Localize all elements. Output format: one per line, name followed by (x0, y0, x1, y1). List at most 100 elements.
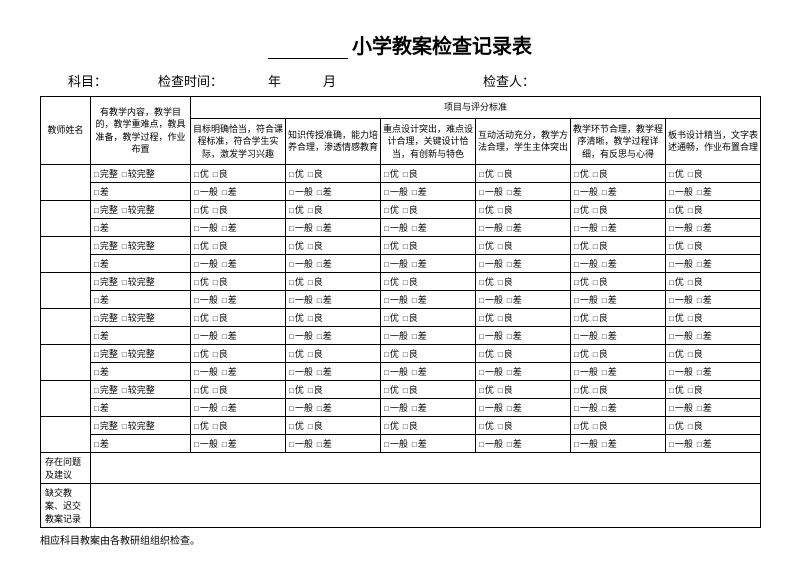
crit-cell-r2[interactable]: □一般□差 (666, 291, 761, 309)
crit-cell-r2[interactable]: □一般□差 (666, 435, 761, 453)
crit-cell-r1[interactable]: □优□良 (191, 201, 286, 219)
crit-cell-r1[interactable]: □优□良 (571, 165, 666, 183)
crit-cell-r1[interactable]: □优□良 (571, 381, 666, 399)
crit-cell-r1[interactable]: □优□良 (666, 237, 761, 255)
crit-cell-r2[interactable]: □一般□差 (191, 327, 286, 345)
crit-cell-r2[interactable]: □一般□差 (381, 435, 476, 453)
crit-cell-r1[interactable]: □优□良 (191, 417, 286, 435)
plan-cell-r2[interactable]: □差 (91, 363, 191, 381)
crit-cell-r2[interactable]: □一般□差 (571, 255, 666, 273)
bottom-content-1[interactable] (91, 484, 761, 528)
crit-cell-r2[interactable]: □一般□差 (191, 435, 286, 453)
teacher-name-cell[interactable] (41, 345, 91, 381)
crit-cell-r1[interactable]: □优□良 (476, 345, 571, 363)
plan-cell-r1[interactable]: □完整□较完整 (91, 165, 191, 183)
crit-cell-r2[interactable]: □一般□差 (286, 363, 381, 381)
crit-cell-r2[interactable]: □一般□差 (571, 183, 666, 201)
crit-cell-r1[interactable]: □优□良 (286, 381, 381, 399)
crit-cell-r1[interactable]: □优□良 (571, 201, 666, 219)
plan-cell-r1[interactable]: □完整□较完整 (91, 309, 191, 327)
crit-cell-r1[interactable]: □优□良 (476, 201, 571, 219)
crit-cell-r2[interactable]: □一般□差 (381, 291, 476, 309)
crit-cell-r2[interactable]: □一般□差 (381, 327, 476, 345)
plan-cell-r2[interactable]: □差 (91, 399, 191, 417)
crit-cell-r2[interactable]: □一般□差 (381, 183, 476, 201)
crit-cell-r1[interactable]: □优□良 (191, 237, 286, 255)
plan-cell-r1[interactable]: □完整□较完整 (91, 201, 191, 219)
crit-cell-r1[interactable]: □优□良 (476, 165, 571, 183)
crit-cell-r1[interactable]: □优□良 (191, 165, 286, 183)
crit-cell-r1[interactable]: □优□良 (381, 381, 476, 399)
crit-cell-r1[interactable]: □优□良 (191, 345, 286, 363)
plan-cell-r1[interactable]: □完整□较完整 (91, 237, 191, 255)
crit-cell-r1[interactable]: □优□良 (476, 381, 571, 399)
crit-cell-r2[interactable]: □一般□差 (476, 255, 571, 273)
crit-cell-r1[interactable]: □优□良 (381, 273, 476, 291)
crit-cell-r1[interactable]: □优□良 (571, 309, 666, 327)
crit-cell-r1[interactable]: □优□良 (286, 417, 381, 435)
crit-cell-r1[interactable]: □优□良 (571, 417, 666, 435)
crit-cell-r2[interactable]: □一般□差 (191, 255, 286, 273)
crit-cell-r1[interactable]: □优□良 (381, 201, 476, 219)
crit-cell-r2[interactable]: □一般□差 (571, 363, 666, 381)
crit-cell-r2[interactable]: □一般□差 (476, 219, 571, 237)
teacher-name-cell[interactable] (41, 273, 91, 309)
crit-cell-r1[interactable]: □优□良 (666, 381, 761, 399)
crit-cell-r2[interactable]: □一般□差 (381, 399, 476, 417)
crit-cell-r1[interactable]: □优□良 (191, 309, 286, 327)
crit-cell-r1[interactable]: □优□良 (571, 273, 666, 291)
crit-cell-r2[interactable]: □一般□差 (191, 291, 286, 309)
crit-cell-r1[interactable]: □优□良 (666, 417, 761, 435)
crit-cell-r2[interactable]: □一般□差 (191, 219, 286, 237)
crit-cell-r1[interactable]: □优□良 (381, 309, 476, 327)
plan-cell-r2[interactable]: □差 (91, 435, 191, 453)
crit-cell-r1[interactable]: □优□良 (476, 417, 571, 435)
crit-cell-r2[interactable]: □一般□差 (286, 183, 381, 201)
plan-cell-r1[interactable]: □完整□较完整 (91, 345, 191, 363)
teacher-name-cell[interactable] (41, 309, 91, 345)
crit-cell-r1[interactable]: □优□良 (191, 273, 286, 291)
plan-cell-r1[interactable]: □完整□较完整 (91, 417, 191, 435)
crit-cell-r1[interactable]: □优□良 (286, 273, 381, 291)
crit-cell-r1[interactable]: □优□良 (666, 345, 761, 363)
crit-cell-r2[interactable]: □一般□差 (476, 399, 571, 417)
crit-cell-r2[interactable]: □一般□差 (286, 435, 381, 453)
crit-cell-r1[interactable]: □优□良 (476, 309, 571, 327)
crit-cell-r2[interactable]: □一般□差 (286, 291, 381, 309)
plan-cell-r2[interactable]: □差 (91, 183, 191, 201)
crit-cell-r2[interactable]: □一般□差 (286, 255, 381, 273)
crit-cell-r2[interactable]: □一般□差 (381, 363, 476, 381)
crit-cell-r2[interactable]: □一般□差 (571, 435, 666, 453)
crit-cell-r2[interactable]: □一般□差 (476, 183, 571, 201)
crit-cell-r1[interactable]: □优□良 (666, 165, 761, 183)
plan-cell-r2[interactable]: □差 (91, 255, 191, 273)
crit-cell-r2[interactable]: □一般□差 (666, 219, 761, 237)
crit-cell-r2[interactable]: □一般□差 (191, 363, 286, 381)
crit-cell-r1[interactable]: □优□良 (571, 345, 666, 363)
crit-cell-r1[interactable]: □优□良 (381, 237, 476, 255)
crit-cell-r1[interactable]: □优□良 (286, 201, 381, 219)
crit-cell-r2[interactable]: □一般□差 (476, 291, 571, 309)
teacher-name-cell[interactable] (41, 381, 91, 417)
teacher-name-cell[interactable] (41, 417, 91, 453)
plan-cell-r2[interactable]: □差 (91, 327, 191, 345)
crit-cell-r1[interactable]: □优□良 (476, 273, 571, 291)
crit-cell-r1[interactable]: □优□良 (286, 309, 381, 327)
crit-cell-r2[interactable]: □一般□差 (666, 363, 761, 381)
crit-cell-r1[interactable]: □优□良 (191, 381, 286, 399)
teacher-name-cell[interactable] (41, 237, 91, 273)
crit-cell-r1[interactable]: □优□良 (381, 165, 476, 183)
crit-cell-r1[interactable]: □优□良 (286, 345, 381, 363)
crit-cell-r2[interactable]: □一般□差 (476, 435, 571, 453)
crit-cell-r1[interactable]: □优□良 (286, 165, 381, 183)
crit-cell-r1[interactable]: □优□良 (666, 273, 761, 291)
crit-cell-r2[interactable]: □一般□差 (571, 327, 666, 345)
crit-cell-r1[interactable]: □优□良 (571, 237, 666, 255)
crit-cell-r2[interactable]: □一般□差 (666, 399, 761, 417)
plan-cell-r1[interactable]: □完整□较完整 (91, 381, 191, 399)
bottom-content-0[interactable] (91, 453, 761, 484)
crit-cell-r2[interactable]: □一般□差 (286, 327, 381, 345)
teacher-name-cell[interactable] (41, 201, 91, 237)
crit-cell-r1[interactable]: □优□良 (666, 309, 761, 327)
crit-cell-r2[interactable]: □一般□差 (476, 327, 571, 345)
